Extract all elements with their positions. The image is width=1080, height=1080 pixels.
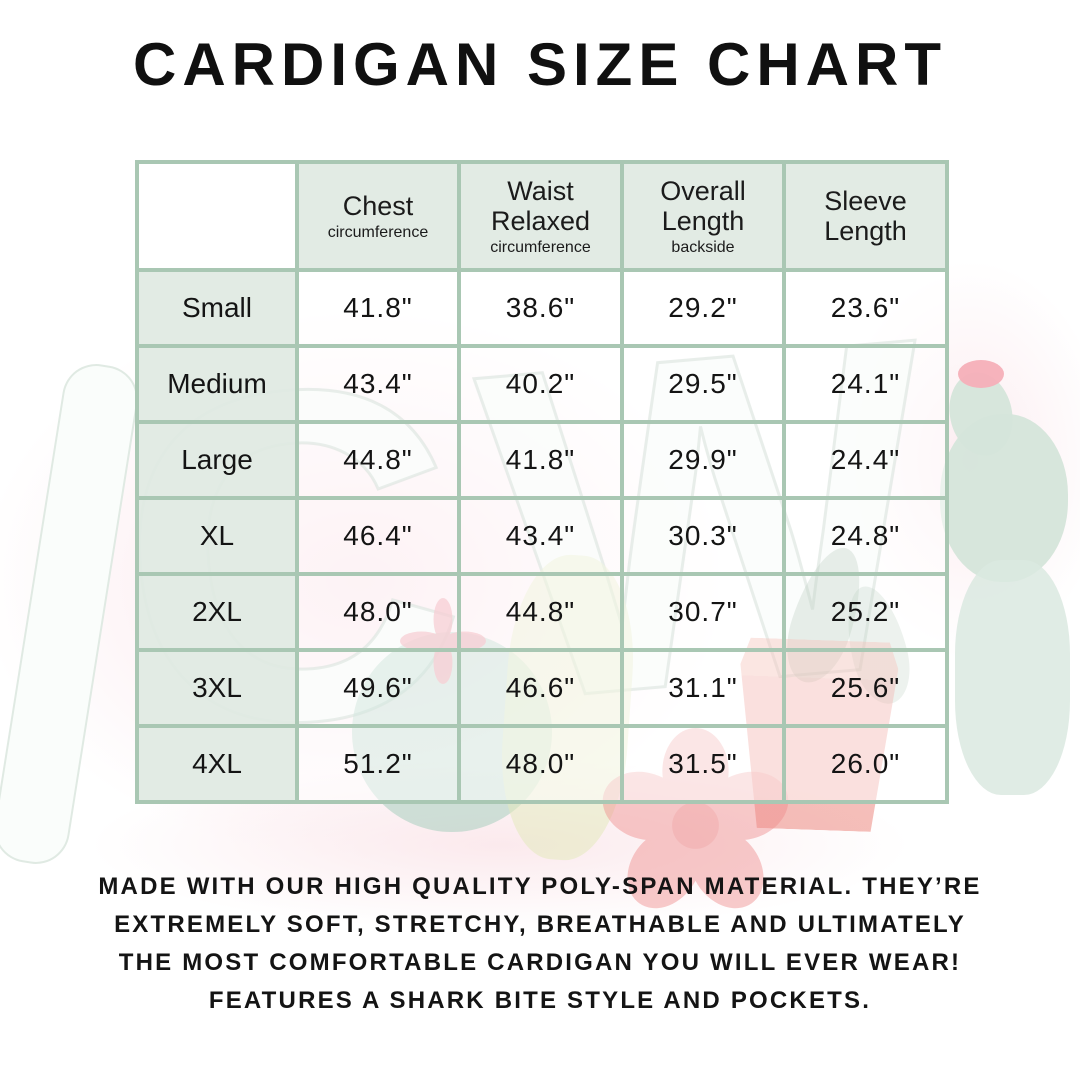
measurement-value: 24.4" [782,420,949,500]
page-title: CARDIGAN SIZE CHART [133,31,947,98]
measurement-value: 43.4" [457,496,624,576]
measurement-value: 31.1" [620,648,786,728]
table-row: 4XL 51.2" 48.0" 31.5" 26.0" [135,724,949,804]
column-header-sleeve-length: Sleeve Length [782,160,949,272]
table-row: XL 46.4" 43.4" 30.3" 24.8" [135,496,949,576]
measurement-value: 30.7" [620,572,786,652]
table-row: 3XL 49.6" 46.6" 31.1" 25.6" [135,648,949,728]
size-label: XL [135,496,299,576]
measurement-value: 46.6" [457,648,624,728]
measurement-value: 29.5" [620,344,786,424]
column-header-label: Sleeve Length [824,186,907,246]
measurement-value: 31.5" [620,724,786,804]
measurement-value: 30.3" [620,496,786,576]
column-header-sublabel: circumference [490,238,591,256]
measurement-value: 24.1" [782,344,949,424]
measurement-value: 26.0" [782,724,949,804]
measurement-value: 51.2" [295,724,461,804]
description-line: EXTREMELY SOFT, STRETCHY, BREATHABLE AND… [114,911,966,938]
table-corner-cell [135,160,299,272]
measurement-value: 43.4" [295,344,461,424]
cactus-bloom [958,360,1004,388]
measurement-value: 29.2" [620,268,786,348]
measurement-value: 24.8" [782,496,949,576]
cactus-pad [940,414,1068,582]
measurement-value: 46.4" [295,496,461,576]
column-header-overall-length: Overall Length backside [620,160,786,272]
measurement-value: 49.6" [295,648,461,728]
column-header-label: Chest [342,190,414,221]
measurement-value: 41.8" [295,268,461,348]
size-label: 3XL [135,648,299,728]
cactus-pad [941,366,1021,462]
column-header-waist: Waist Relaxed circumference [457,160,624,272]
size-label: 4XL [135,724,299,804]
measurement-value: 44.8" [295,420,461,500]
table-row: 2XL 48.0" 44.8" 30.7" 25.2" [135,572,949,652]
size-chart-table: Chest circumference Waist Relaxed circum… [135,160,949,804]
header-row: Chest circumference Waist Relaxed circum… [135,160,949,272]
description-line: MADE WITH OUR HIGH QUALITY POLY-SPAN MAT… [98,873,982,900]
measurement-value: 40.2" [457,344,624,424]
measurement-value: 41.8" [457,420,624,500]
product-description: MADE WITH OUR HIGH QUALITY POLY-SPAN MAT… [0,868,1080,1020]
size-label: Small [135,268,299,348]
watermark-cactus-blob [955,560,1070,795]
column-header-label: Overall Length [660,175,746,236]
description-line: FEATURES A SHARK BITE STYLE AND POCKETS. [208,987,872,1014]
measurement-value: 48.0" [295,572,461,652]
column-header-label: Waist Relaxed [490,175,591,236]
measurement-value: 25.6" [782,648,949,728]
measurement-value: 23.6" [782,268,949,348]
watermark-cactus-icon [928,360,1078,592]
measurement-value: 44.8" [457,572,624,652]
size-label: Medium [135,344,299,424]
column-header-sublabel: backside [671,238,735,256]
measurement-value: 25.2" [782,572,949,652]
description-line: THE MOST COMFORTABLE CARDIGAN YOU WILL E… [118,949,962,976]
size-label: Large [135,420,299,500]
size-label: 2XL [135,572,299,652]
measurement-value: 29.9" [620,420,786,500]
watermark-letter-stroke [0,359,143,869]
column-header-sublabel: circumference [327,223,429,241]
measurement-value: 38.6" [457,268,624,348]
column-header-chest: Chest circumference [295,160,461,272]
table-row: Large 44.8" 41.8" 29.9" 24.4" [135,420,949,500]
size-table-container: Chest circumference Waist Relaxed circum… [135,160,949,804]
table-row: Small 41.8" 38.6" 29.2" 23.6" [135,268,949,348]
measurement-value: 48.0" [457,724,624,804]
table-row: Medium 43.4" 40.2" 29.5" 24.1" [135,344,949,424]
